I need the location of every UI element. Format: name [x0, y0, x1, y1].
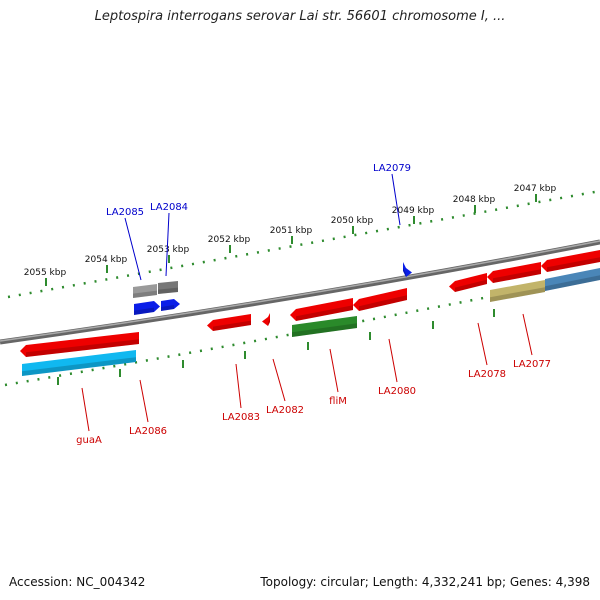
feature-LA2084-box[interactable]	[158, 281, 178, 294]
feature-LA2082-cds[interactable]	[262, 313, 270, 326]
gene-label-forward[interactable]: LA2079	[373, 163, 411, 174]
tick-label: 2049 kbp	[392, 206, 435, 216]
gene-label-reverse[interactable]: LA2083	[222, 412, 260, 423]
chromosome-backbone	[0, 239, 600, 345]
feature-LA2080-cds[interactable]	[353, 288, 407, 311]
gene-label-reverse[interactable]: LA2080	[378, 386, 416, 397]
feature-fliM-rna[interactable]	[292, 316, 357, 337]
tick-label: 2053 kbp	[147, 245, 190, 255]
feature-fliM-cds[interactable]	[290, 298, 353, 321]
feature-LA2077-cds[interactable]	[487, 262, 541, 283]
leader-line	[272, 358, 286, 402]
leader-line	[124, 217, 142, 281]
gene-label-reverse[interactable]: LA2086	[129, 426, 167, 437]
gene-label-reverse[interactable]: LA2082	[266, 405, 304, 416]
tick-label: 2051 kbp	[270, 226, 313, 236]
gene-label-forward[interactable]: LA2085	[106, 207, 144, 218]
feature-guaA-cds[interactable]	[20, 332, 139, 357]
gene-label-forward[interactable]: LA2084	[150, 202, 188, 213]
feature-LA2085-cds[interactable]	[134, 301, 160, 315]
leader-line	[477, 322, 488, 366]
gene-label-reverse[interactable]: fliM	[329, 396, 347, 407]
accession-text: Accession: NC_004342	[9, 575, 146, 589]
gene-label-reverse[interactable]: LA2077	[513, 359, 551, 370]
leader-line	[388, 338, 398, 383]
map-title: Leptospira interrogans serovar Lai str. …	[94, 9, 506, 24]
forward-scale-track	[7, 189, 600, 299]
feature-LA2083-cds[interactable]	[207, 314, 251, 331]
leader-line	[235, 363, 242, 409]
genome-summary: Topology: circular; Length: 4,332,241 bp…	[260, 575, 590, 589]
tick-label: 2047 kbp	[514, 184, 557, 194]
feature-LA2076-cds[interactable]	[541, 250, 600, 272]
feature-LA2085-box[interactable]	[133, 284, 157, 298]
tick-label: 2054 kbp	[85, 255, 128, 265]
leader-line	[165, 212, 170, 277]
feature-LA2077-box[interactable]	[545, 268, 600, 291]
feature-LA2079-cds[interactable]	[403, 262, 412, 277]
tick-label: 2052 kbp	[208, 235, 251, 245]
feature-LA2078-cds[interactable]	[449, 273, 487, 292]
leader-line	[522, 313, 533, 356]
tick-label: 2055 kbp	[24, 268, 67, 278]
tick-label: 2050 kbp	[331, 216, 374, 226]
feature-LA2084-cds[interactable]	[161, 299, 180, 311]
gene-label-reverse[interactable]: LA2078	[468, 369, 506, 380]
feature-LA2086-rna[interactable]	[22, 350, 136, 376]
leader-line	[329, 348, 339, 393]
gene-label-reverse[interactable]: guaA	[76, 435, 102, 446]
leader-line	[139, 379, 149, 423]
tick-label: 2048 kbp	[453, 195, 496, 205]
feature-LA2078-box[interactable]	[490, 280, 545, 302]
leader-line	[391, 173, 401, 226]
leader-line	[81, 387, 90, 432]
